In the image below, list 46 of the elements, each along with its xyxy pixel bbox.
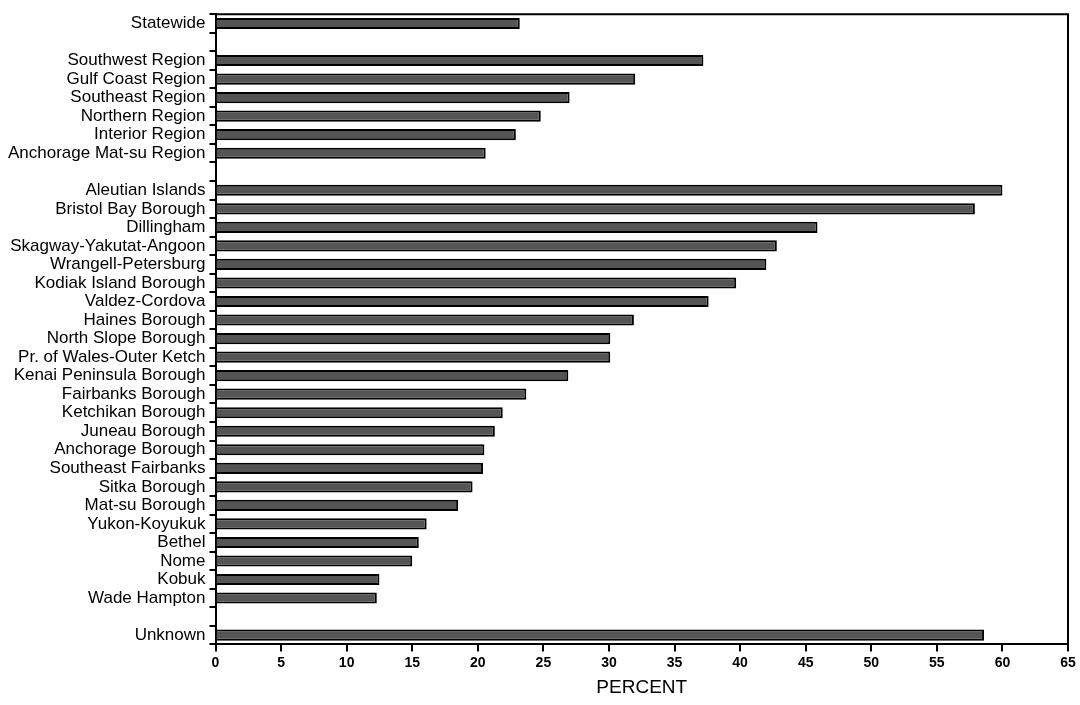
y-tick-label: Juneau Borough (80, 420, 206, 440)
y-tick-label: Fairbanks Borough (61, 383, 206, 403)
y-tick-label: Anchorage Mat-su Region (7, 142, 206, 162)
y-tick-label: Statewide (130, 13, 206, 33)
y-tick-label: Kobuk (157, 569, 206, 589)
y-tick-label: Valdez-Cordova (84, 291, 207, 311)
x-tick-label: 10 (338, 653, 355, 670)
y-tick-label: Wrangell-Petersburg (49, 254, 206, 274)
y-tick-label: Skagway-Yakutat-Angoon (10, 235, 206, 255)
y-tick-label: Bethel (157, 532, 206, 552)
x-tick-label: 65 (1060, 653, 1076, 670)
y-tick-label: Pr. of Wales-Outer Ketch (18, 346, 206, 366)
y-tick-label: Southeast Region (70, 87, 206, 107)
y-tick-label: Aleutian Islands (85, 179, 206, 199)
y-tick-label: Nome (160, 550, 206, 570)
x-tick-label: 40 (732, 653, 749, 670)
y-tick-label: Gulf Coast Region (66, 68, 206, 88)
y-tick-label: Wade Hampton (88, 587, 206, 607)
x-tick-label: 50 (863, 653, 880, 670)
y-tick-label: Yukon-Koyukuk (87, 513, 206, 533)
y-tick-label: Interior Region (93, 124, 206, 144)
y-tick-label: Anchorage Borough (54, 439, 206, 459)
y-tick-label: Northern Region (80, 105, 206, 125)
x-axis-title: PERCENT (596, 675, 688, 697)
x-tick-label: 30 (601, 653, 617, 670)
y-tick-label: Kodiak Island Borough (34, 272, 206, 292)
y-tick-label: Kenai Peninsula Borough (13, 365, 206, 385)
y-tick-label: Bristol Bay Borough (55, 198, 206, 218)
x-tick-label: 15 (404, 653, 421, 670)
x-tick-label: 60 (994, 653, 1011, 670)
y-tick-label: Ketchikan Borough (61, 402, 206, 422)
y-tick-label: Haines Borough (83, 309, 206, 329)
x-tick-label: 55 (929, 653, 945, 670)
y-tick-label: Mat-su Borough (84, 495, 206, 515)
y-tick-label: Unknown (134, 624, 206, 644)
x-tick-label: 20 (470, 653, 486, 670)
y-tick-label: Southwest Region (67, 50, 206, 70)
x-tick-label: 25 (535, 653, 552, 670)
x-tick-label: 45 (797, 653, 814, 670)
y-tick-label: Southeast Fairbanks (49, 458, 206, 477)
x-tick-label: 5 (277, 653, 286, 670)
y-tick-label: North Slope Borough (46, 328, 206, 348)
x-tick-label: 0 (211, 653, 220, 670)
y-tick-label: Dillingham (126, 217, 206, 237)
x-tick-label: 35 (666, 653, 683, 670)
y-tick-label: Sitka Borough (98, 476, 206, 496)
